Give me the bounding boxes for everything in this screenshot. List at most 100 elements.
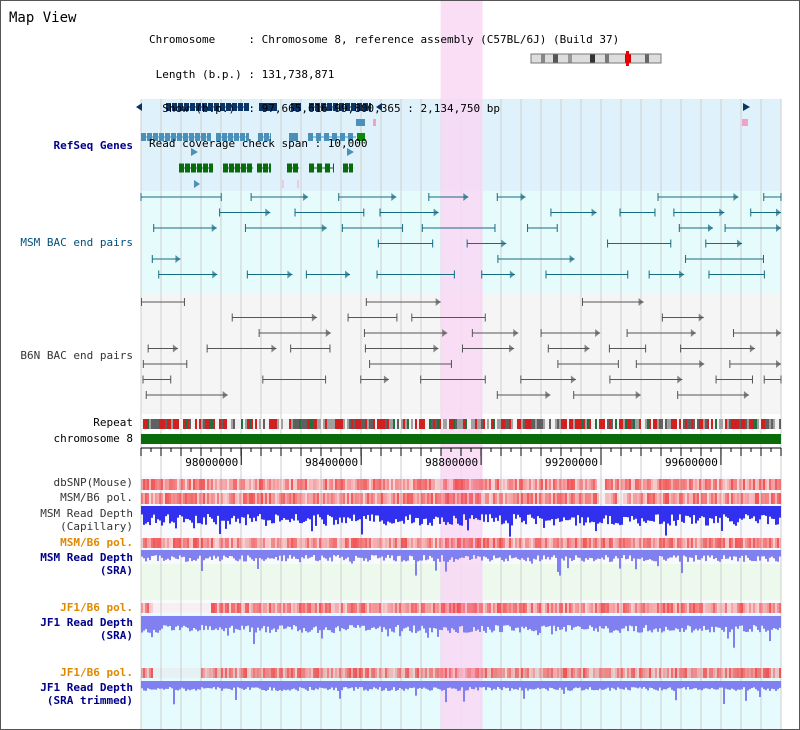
msm-depth-sra-bar xyxy=(625,550,627,560)
track-label-jf1-depth-sra[interactable]: JF1 Read Depth xyxy=(40,616,133,629)
msm-b6-pol-sra-heat xyxy=(547,538,549,548)
dbsnp-heat xyxy=(599,479,601,490)
track-label-msm-b6-pol[interactable]: MSM/B6 pol. xyxy=(60,491,133,504)
jf1-b6-pol-heat xyxy=(545,603,547,613)
jf1-b6-pol-trimmed-heat xyxy=(621,668,623,678)
dbsnp-heat xyxy=(605,479,607,490)
track-label-jf1-depth-trimmed[interactable]: JF1 Read Depth xyxy=(40,681,133,694)
jf1-b6-pol-heat xyxy=(697,603,699,613)
msm-b6-pol-heat xyxy=(417,493,419,504)
jf1-b6-pol-trimmed-heat xyxy=(539,668,541,678)
track-label-msm-b6-pol-sra[interactable]: MSM/B6 pol. xyxy=(60,536,133,549)
jf1-b6-pol-heat xyxy=(593,603,595,613)
jf1-depth-sra-bar xyxy=(151,616,153,638)
track-label-jf1-b6-pol[interactable]: JF1/B6 pol. xyxy=(60,601,133,614)
jf1-b6-pol-trimmed-heat xyxy=(245,668,247,678)
jf1-depth-trimmed-bar xyxy=(499,681,501,689)
jf1-b6-pol-trimmed-heat xyxy=(341,668,343,678)
jf1-b6-pol-trimmed-heat xyxy=(235,668,237,678)
jf1-depth-sra-bar xyxy=(669,616,671,631)
msm-b6-pol-sra-heat xyxy=(699,538,701,548)
jf1-b6-pol-heat xyxy=(709,603,711,613)
msm-b6-pol-heat xyxy=(629,493,631,504)
jf1-depth-trimmed-bar xyxy=(565,681,567,688)
jf1-b6-pol-heat xyxy=(759,603,761,613)
msm-b6-pol-heat xyxy=(759,493,761,504)
repeat-segment xyxy=(213,419,215,429)
gene-exon xyxy=(363,103,368,111)
jf1-depth-sra-bar xyxy=(585,616,587,630)
msm-depth-capillary-bar xyxy=(437,506,439,518)
msm-depth-sra-bar xyxy=(421,550,423,561)
track-label-b6n-bac[interactable]: B6N BAC end pairs xyxy=(20,349,133,362)
msm-b6-pol-sra-heat xyxy=(561,538,563,548)
dbsnp-heat xyxy=(555,479,557,490)
jf1-depth-trimmed-bar xyxy=(535,681,537,689)
jf1-b6-pol-trimmed-heat xyxy=(413,668,415,678)
jf1-b6-pol-trimmed-heat xyxy=(151,668,153,678)
msm-b6-pol-sra-heat xyxy=(343,538,345,548)
jf1-b6-pol-trimmed-heat xyxy=(483,668,485,678)
jf1-depth-sra-bar xyxy=(727,616,729,639)
msm-b6-pol-sra-heat xyxy=(333,538,335,548)
msm-b6-pol-sra-heat xyxy=(377,538,379,548)
dbsnp-heat xyxy=(671,479,673,490)
track-label-jf1-b6-pol-trimmed[interactable]: JF1/B6 pol. xyxy=(60,666,133,679)
track-label-msm-depth-capillary[interactable]: MSM Read Depth xyxy=(40,507,133,520)
jf1-depth-trimmed-bar xyxy=(675,681,677,701)
msm-b6-pol-heat xyxy=(181,493,183,504)
jf1-depth-trimmed-bar xyxy=(349,681,351,689)
repeat-segment xyxy=(417,419,419,429)
msm-depth-capillary-bar xyxy=(439,506,441,524)
jf1-depth-sra-bar xyxy=(471,616,473,632)
repeat-segment xyxy=(723,419,725,429)
msm-depth-sra-bar xyxy=(217,550,219,557)
track-label-msm-depth-sra[interactable]: MSM Read Depth xyxy=(40,551,133,564)
repeat-segment xyxy=(175,419,177,429)
msm-depth-sra-bar xyxy=(197,550,199,559)
msm-b6-pol-heat xyxy=(369,493,371,504)
jf1-b6-pol-heat xyxy=(343,603,345,613)
msm-depth-sra-bar xyxy=(187,550,189,562)
msm-depth-sra-bar xyxy=(567,550,569,569)
repeat-segment xyxy=(147,419,149,429)
repeat-segment xyxy=(217,419,219,429)
repeat-segment xyxy=(197,419,199,429)
track-label-msm-bac[interactable]: MSM BAC end pairs xyxy=(20,236,133,249)
msm-depth-capillary-bar xyxy=(179,506,181,515)
msm-depth-sra-bar xyxy=(553,550,555,556)
jf1-b6-pol-heat xyxy=(519,603,521,613)
jf1-b6-pol-heat xyxy=(441,603,443,613)
jf1-b6-pol-heat xyxy=(419,603,421,613)
msm-b6-pol-sra-heat xyxy=(527,538,529,548)
jf1-b6-pol-heat xyxy=(753,603,755,613)
jf1-b6-pol-trimmed-heat xyxy=(273,668,275,678)
track-label-dbsnp[interactable]: dbSNP(Mouse) xyxy=(53,476,133,489)
jf1-depth-trimmed-bar xyxy=(715,681,717,690)
gene-exon xyxy=(238,103,243,111)
gene-exon xyxy=(241,163,246,173)
msm-depth-sra-bar xyxy=(369,550,371,561)
jf1-b6-pol-trimmed-heat xyxy=(197,668,199,678)
jf1-depth-sra-bar xyxy=(601,616,603,629)
dbsnp-heat xyxy=(625,479,627,490)
msm-b6-pol-sra-heat xyxy=(613,538,615,548)
msm-depth-sra-bar xyxy=(377,550,379,559)
msm-depth-sra-bar xyxy=(319,550,321,561)
msm-depth-capillary-bar xyxy=(523,506,525,521)
track-label-refseq[interactable]: RefSeq Genes xyxy=(53,139,133,152)
repeat-segment xyxy=(631,419,633,429)
jf1-depth-trimmed-bar xyxy=(363,681,365,691)
repeat-segment xyxy=(497,419,499,429)
repeat-segment xyxy=(761,419,763,429)
jf1-depth-trimmed-bar xyxy=(477,681,479,691)
jf1-depth-trimmed-bar xyxy=(235,681,237,700)
b6n-bac-pair-arrow xyxy=(699,360,705,368)
repeat-segment xyxy=(487,419,489,429)
msm-depth-sra-bar xyxy=(669,550,671,558)
msm-depth-capillary-bar xyxy=(319,506,321,518)
jf1-b6-pol-heat xyxy=(481,603,483,613)
jf1-b6-pol-trimmed-heat xyxy=(547,668,549,678)
msm-depth-sra-bar xyxy=(627,550,629,559)
